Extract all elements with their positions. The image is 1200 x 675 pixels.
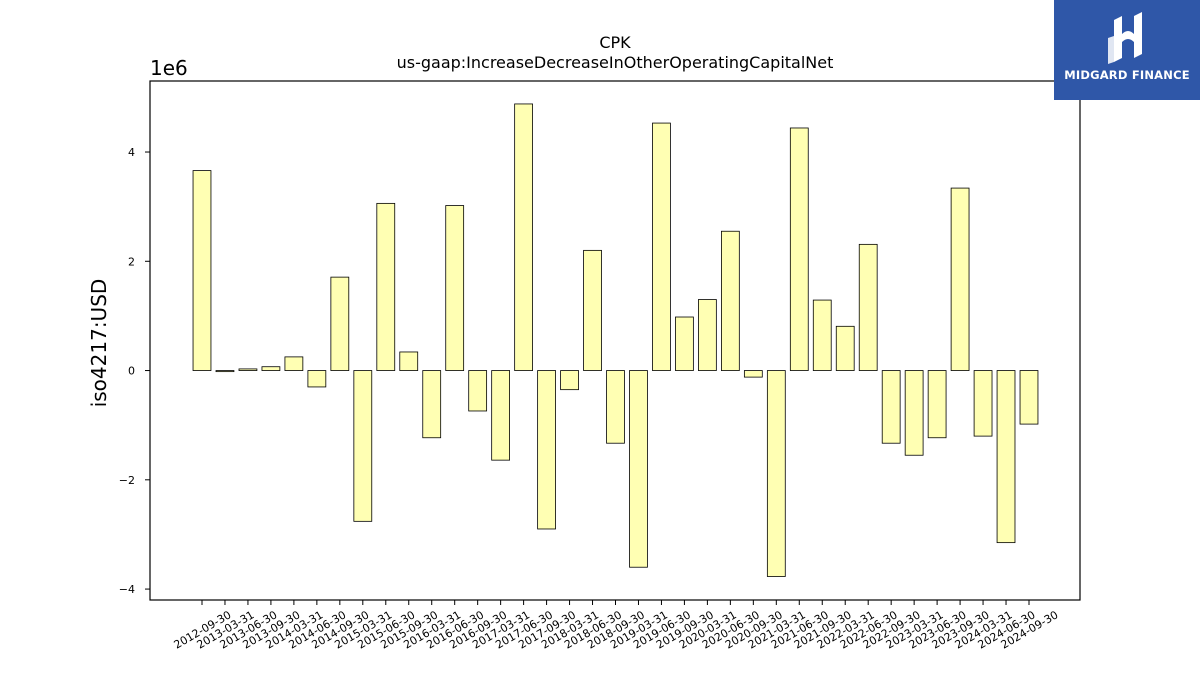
- bar-2021-03-31: [766, 370, 786, 577]
- x-axis: 2012-09-302013-03-312013-06-302013-09-30…: [172, 600, 1061, 652]
- bar-2018-09-30: [606, 370, 625, 444]
- y-tick-label: 0: [128, 365, 135, 378]
- bar-2014-09-30: [330, 276, 350, 371]
- bar-2012-09-30: [192, 170, 212, 371]
- bar-2023-09-30: [950, 187, 970, 371]
- bar-2019-03-31: [629, 370, 648, 568]
- plot-frame: [149, 80, 1081, 601]
- y-tick-label: 2: [128, 255, 135, 268]
- bar-2017-03-31: [491, 370, 510, 461]
- bar-2016-09-30: [468, 370, 488, 412]
- y-axis-label: iso4217:USD: [87, 279, 111, 408]
- bar-2018-03-31: [560, 370, 579, 391]
- bar-2017-09-30: [537, 370, 556, 530]
- bar-2016-06-30: [445, 205, 465, 371]
- bar-2016-03-31: [422, 370, 442, 439]
- bar-2022-09-30: [881, 370, 901, 444]
- bar-2018-06-30: [583, 249, 602, 371]
- logo-mark-icon: [1108, 12, 1142, 64]
- bar-2021-09-30: [812, 299, 832, 371]
- bar-2015-03-31: [353, 370, 373, 522]
- bar-2023-03-31: [904, 370, 924, 456]
- bar-2020-06-30: [721, 230, 740, 371]
- bar-2023-06-30: [927, 370, 947, 439]
- y-tick-label: 4: [128, 146, 135, 159]
- bar-2020-09-30: [743, 370, 763, 378]
- bar-2024-06-30: [996, 370, 1016, 544]
- bar-2013-06-30: [238, 368, 258, 371]
- bar-2022-06-30: [858, 243, 878, 371]
- bar-2021-06-30: [789, 127, 809, 371]
- y-tick-label: −2: [119, 474, 135, 487]
- bar-2020-03-31: [698, 299, 717, 371]
- chart-title: CPK: [599, 33, 631, 52]
- bars-group: [192, 103, 1039, 577]
- bar-2022-03-31: [835, 325, 855, 371]
- company-logo: MIDGARD FINANCE: [1054, 0, 1200, 100]
- bar-2019-09-30: [675, 316, 694, 371]
- bar-2024-03-31: [973, 370, 993, 437]
- bar-2013-03-31: [215, 370, 235, 373]
- bar-2013-09-30: [261, 366, 281, 371]
- bar-2015-09-30: [399, 351, 419, 371]
- bar-2014-06-30: [307, 370, 327, 388]
- bar-2014-03-31: [284, 356, 304, 371]
- y-tick-label: −4: [119, 583, 135, 596]
- bar-2015-06-30: [376, 202, 396, 371]
- bar-2017-06-30: [514, 103, 533, 371]
- y-scale-label: 1e6: [150, 56, 188, 80]
- chart-subtitle: us-gaap:IncreaseDecreaseInOtherOperating…: [397, 53, 834, 72]
- bar-2019-06-30: [652, 122, 671, 371]
- bar-2024-09-30: [1019, 370, 1039, 425]
- logo-text: MIDGARD FINANCE: [1064, 68, 1190, 82]
- y-axis: −4 −2 0 2 4: [119, 146, 150, 596]
